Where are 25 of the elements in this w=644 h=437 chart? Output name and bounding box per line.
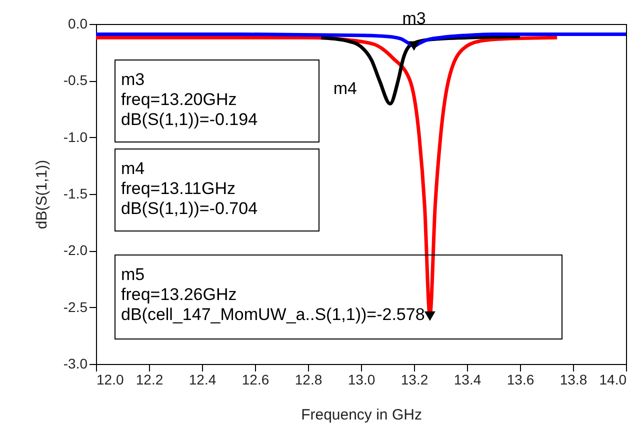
- annotation: m4 freq=13.11GHz dB(S(1,1))=-0.704: [121, 159, 258, 218]
- annotation: m5 freq=13.26GHz dB(cell_147_MomUW_a..S(1,1))=-2.578: [121, 265, 425, 324]
- x-tick-label: 12.0: [96, 372, 124, 388]
- x-tick-label: 13.2: [400, 372, 428, 388]
- y-tick-label: -2.5: [63, 298, 88, 315]
- x-tick-label: 13.4: [454, 372, 482, 388]
- y-tick-label: 0.0: [68, 16, 88, 32]
- y-tick-label: -1.5: [63, 186, 88, 202]
- y-tick-label: -0.5: [63, 72, 88, 88]
- y-tick-label: -3.0: [63, 356, 88, 372]
- x-tick-label: 13.8: [560, 372, 588, 388]
- y-tick-label: -1.0: [63, 128, 88, 145]
- x-tick-label: 12.6: [242, 372, 270, 388]
- x-tick-label: 13.6: [506, 372, 534, 388]
- y-axis-title: dB(S(1,1)): [33, 160, 50, 230]
- x-axis-title: Frequency in GHz: [301, 406, 422, 424]
- x-tick-label: 12.4: [188, 372, 216, 388]
- annotation: m4: [333, 78, 357, 98]
- y-tick-label: -2.0: [63, 242, 88, 258]
- x-tick-label: 12.8: [294, 372, 322, 388]
- annotation: m3: [402, 8, 426, 28]
- x-tick-label: 12.2: [136, 372, 164, 388]
- x-tick-label: 14.0: [599, 372, 627, 388]
- annotation: m3 freq=13.20GHz dB(S(1,1))=-0.194: [121, 70, 258, 129]
- x-tick-label: 13.0: [348, 372, 376, 388]
